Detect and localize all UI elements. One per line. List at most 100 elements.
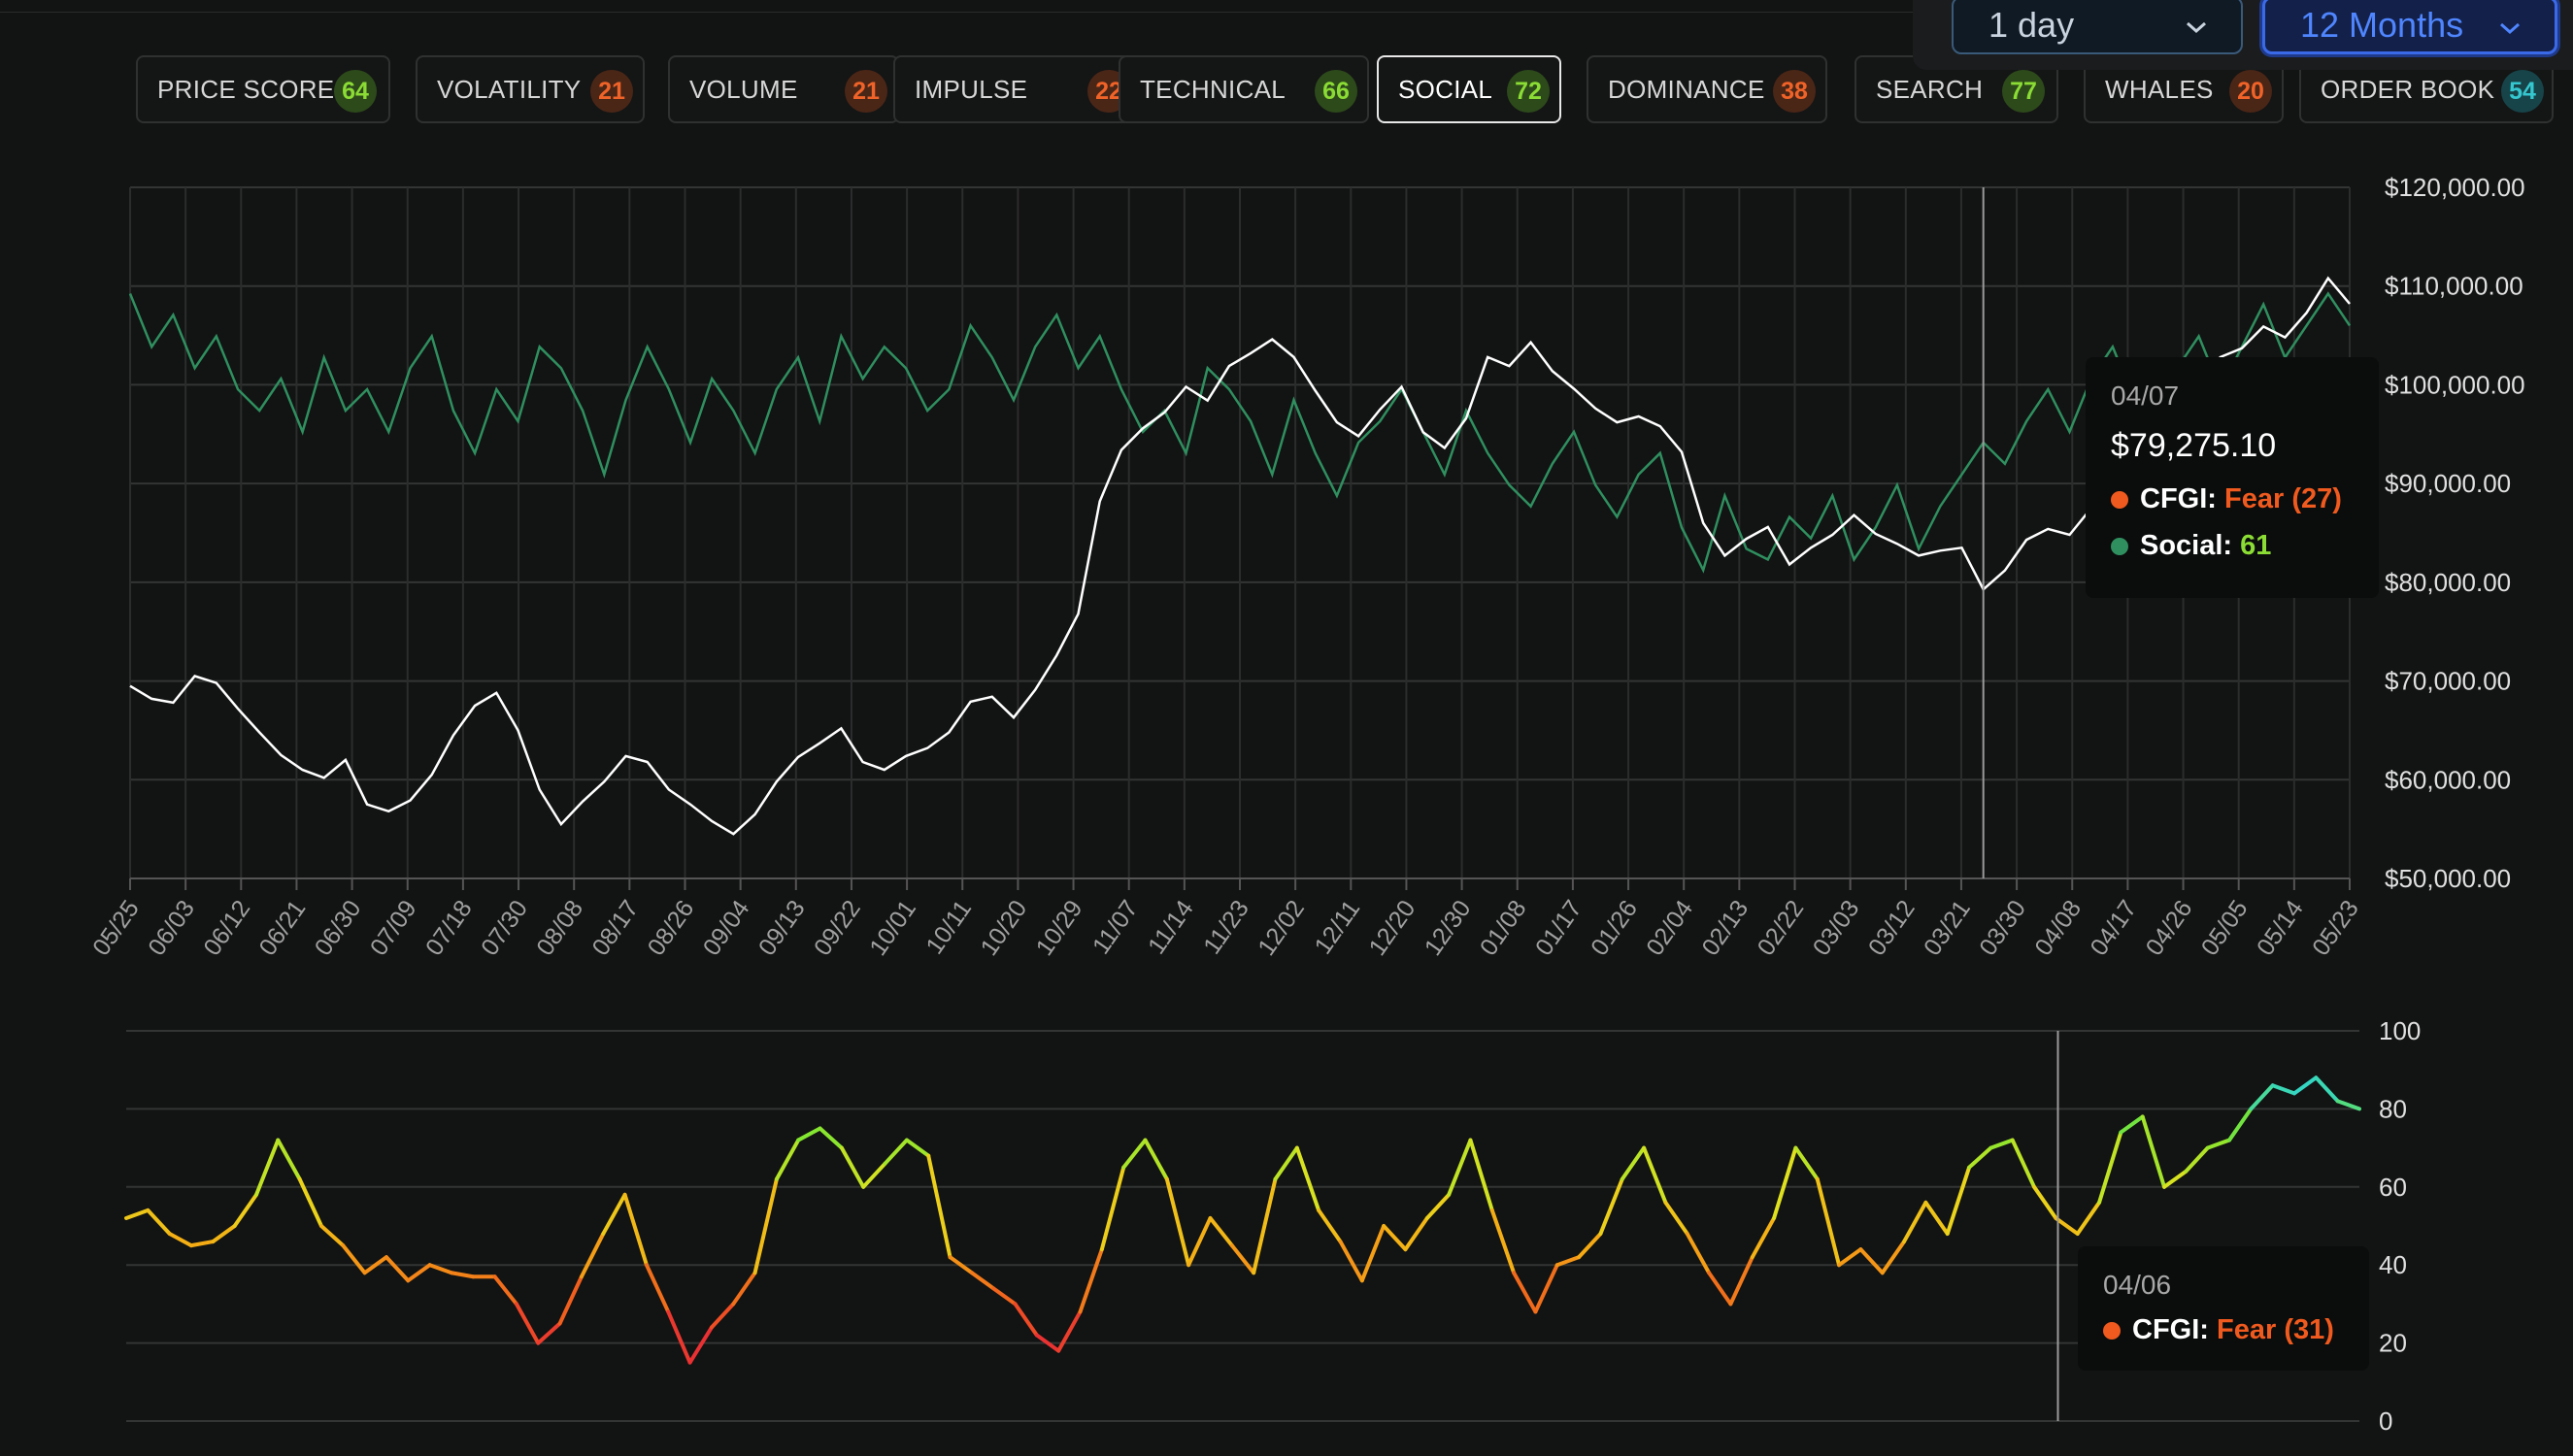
tab-score-badge: 77	[2002, 70, 2045, 113]
cfgi-segment	[2032, 1184, 2058, 1220]
cfgi-segment	[449, 1271, 476, 1279]
tooltip-cfgi-row: CFGI: Fear (31)	[2103, 1314, 2334, 1346]
cfgi-segment	[1533, 1263, 1559, 1314]
x-tick-label: 08/08	[531, 895, 588, 960]
tooltip-cfgi-label: CFGI:	[2140, 483, 2217, 514]
tab-label: SEARCH	[1876, 74, 1984, 104]
x-tick-label: 06/21	[254, 895, 312, 960]
tab-dominance[interactable]: DOMINANCE 38	[1587, 55, 1827, 123]
y-tick-label: $90,000.00	[2385, 469, 2511, 498]
tab-score-badge: 64	[334, 70, 377, 113]
cfgi-segment	[1447, 1138, 1473, 1197]
x-tick-label: 03/21	[1919, 895, 1976, 960]
tab-volatility[interactable]: VOLATILITY 21	[416, 55, 645, 123]
cfgi-segment	[2184, 1145, 2210, 1174]
cfgi-segment	[2205, 1138, 2232, 1150]
x-tick-label: 09/22	[809, 895, 866, 960]
cfgi-segment	[1902, 1200, 1928, 1244]
cfgi-segment	[1121, 1138, 1148, 1170]
x-tick-label: 05/25	[87, 895, 145, 960]
tooltip-social-row: Social: 61	[2111, 530, 2271, 562]
x-tick-label: 02/22	[1753, 895, 1810, 960]
cfgi-segment	[188, 1240, 216, 1248]
cfgi-segment	[1273, 1145, 1299, 1181]
interval-dropdown[interactable]: 1 day	[1952, 0, 2243, 54]
social-dot-icon	[2111, 537, 2128, 555]
tooltip-social-label: Social:	[2140, 530, 2233, 561]
x-tick-label: 12/11	[1309, 895, 1365, 959]
cfgi-segment	[253, 1138, 281, 1197]
cfgi-segment	[1208, 1215, 1234, 1248]
cfgi-segment	[384, 1255, 411, 1283]
price-series-line	[129, 276, 2351, 836]
tab-social[interactable]: SOCIAL 72	[1377, 55, 1561, 123]
cfgi-y-axis: 0 20 40 60 80 100	[2379, 1016, 2421, 1436]
interval-label: 1 day	[1988, 5, 2075, 45]
tab-technical[interactable]: TECHNICAL 66	[1119, 55, 1369, 123]
cfgi-segment	[1663, 1200, 1689, 1237]
x-tick-label: 07/09	[365, 895, 422, 960]
cfgi-segment	[1424, 1192, 1452, 1220]
range-dropdown[interactable]: 12 Months	[2262, 0, 2557, 54]
tab-score-badge: 72	[1507, 70, 1550, 113]
cfgi-segment	[1554, 1255, 1582, 1268]
x-tick-label: 04/08	[2029, 895, 2087, 960]
x-tick-label: 04/17	[2085, 895, 2142, 960]
cfgi-segment	[341, 1243, 367, 1275]
x-tick-label: 05/23	[2307, 895, 2364, 960]
cfgi-segment	[752, 1176, 779, 1275]
range-label: 12 Months	[2300, 5, 2464, 45]
x-tick-label: 03/30	[1974, 895, 2031, 960]
x-tick-label: 01/08	[1475, 895, 1532, 960]
cfgi-segment	[731, 1271, 757, 1307]
tab-price-score[interactable]: PRICE SCORE 64	[136, 55, 390, 123]
tooltip-social-value: 61	[2240, 530, 2272, 561]
y-tick-label: 80	[2379, 1094, 2407, 1123]
tooltip-cfgi-value: Fear (27)	[2224, 483, 2342, 514]
cfgi-segment	[1750, 1215, 1777, 1260]
cfgi-segment	[2097, 1130, 2123, 1205]
cfgi-segment	[948, 1255, 974, 1275]
cfgi-segment	[1577, 1232, 1603, 1260]
price-y-axis: $50,000.00 $60,000.00 $70,000.00 $80,000.00…	[2385, 173, 2525, 893]
cfgi-segment	[1229, 1243, 1256, 1275]
cfgi-segment	[2270, 1083, 2297, 1096]
cfgi-segment	[991, 1286, 1018, 1307]
cfgi-segment	[318, 1224, 346, 1248]
cfgi-segment	[211, 1224, 237, 1244]
y-tick-label: 100	[2379, 1016, 2421, 1045]
cfgi-segment	[1793, 1145, 1820, 1181]
cfgi-segment	[1880, 1240, 1907, 1275]
cfgi-segment	[514, 1302, 541, 1345]
cfgi-segment	[774, 1138, 801, 1181]
tab-score-badge: 20	[2229, 70, 2272, 113]
cfgi-segment	[2140, 1114, 2167, 1189]
y-tick-label: $80,000.00	[2385, 568, 2511, 597]
chevron-down-icon	[2500, 22, 2520, 35]
cfgi-segment	[1988, 1138, 2015, 1150]
x-tick-label: 10/29	[1031, 895, 1088, 960]
cfgi-segment	[276, 1138, 302, 1181]
x-tick-label: 07/30	[476, 895, 533, 960]
cfgi-segment	[2054, 1215, 2080, 1237]
cfgi-segment	[1642, 1145, 1668, 1205]
x-axis-ticks: 05/2506/0306/1206/2106/3007/0907/1807/30…	[87, 878, 2364, 961]
x-tick-label: 12/02	[1253, 895, 1310, 960]
cfgi-segment	[622, 1192, 649, 1268]
tab-label: ORDER BOOK	[2321, 74, 2495, 104]
y-tick-label: $60,000.00	[2385, 765, 2511, 794]
x-tick-label: 06/12	[198, 895, 255, 960]
cfgi-segment	[1338, 1240, 1364, 1283]
cfgi-segment	[1598, 1176, 1624, 1237]
cfgi-segment	[1685, 1232, 1712, 1275]
cfgi-segment	[644, 1263, 671, 1314]
x-tick-label: 10/11	[920, 895, 977, 959]
tab-score-badge: 38	[1773, 70, 1816, 113]
price-grid	[129, 186, 2351, 879]
cfgi-segment	[167, 1232, 193, 1248]
cfgi-segment	[926, 1153, 952, 1260]
cfgi-segment	[2314, 1075, 2340, 1104]
cfgi-segment	[1967, 1145, 1993, 1170]
cfgi-segment	[406, 1263, 432, 1283]
